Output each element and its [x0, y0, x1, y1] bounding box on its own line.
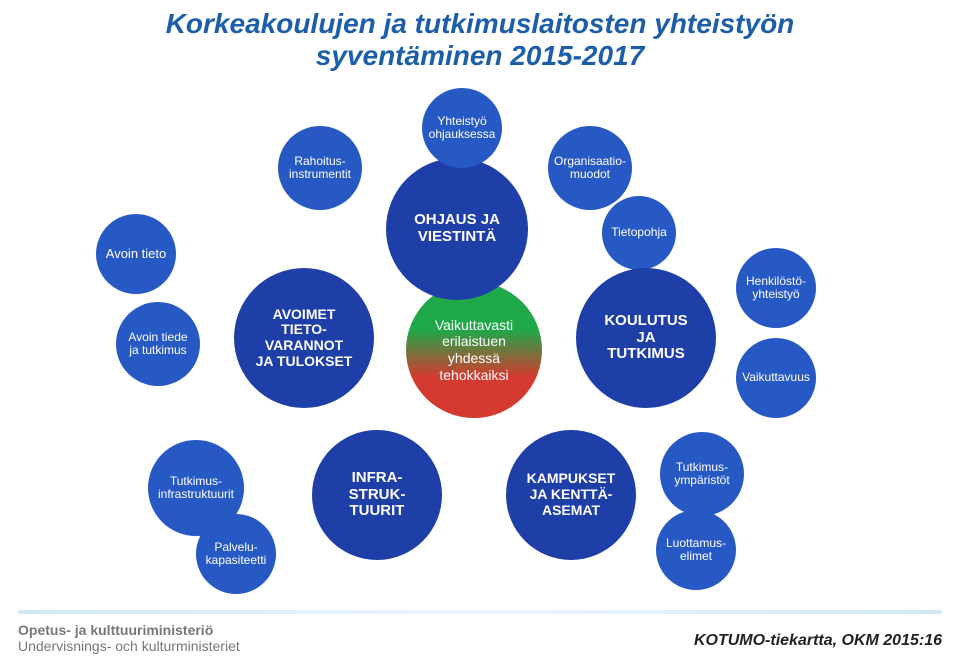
bubble-avoin-tiede: Avoin tiedeja tutkimus — [116, 302, 200, 386]
footer-divider — [18, 610, 942, 614]
bubble-avoin-tieto: Avoin tieto — [96, 214, 176, 294]
slide-title: Korkeakoulujen ja tutkimuslaitosten yhte… — [0, 8, 960, 72]
bubble-henkilostoyhteistyo: Henkilöstö-yhteistyö — [736, 248, 816, 328]
bubble-kampukset: KAMPUKSETJA KENTTÄ-ASEMAT — [506, 430, 636, 560]
bubble-rahoitus-instrumentit: Rahoitus-instrumentit — [278, 126, 362, 210]
bubble-tietopohja: Tietopohja — [602, 196, 676, 270]
bubble-yhteistyo-ohjauksessa: Yhteistyöohjauksessa — [422, 88, 502, 168]
ministry-block: Opetus- ja kulttuuriministeriö Undervisn… — [18, 622, 240, 654]
bubble-vaikuttavuus: Vaikuttavuus — [736, 338, 816, 418]
bubble-avoimet-tietovarannot: AVOIMETTIETO-VARANNOTJA TULOKSET — [234, 268, 374, 408]
center-circle: Vaikuttavastierilaistuenyhdessätehokkaik… — [406, 282, 542, 418]
bubble-ohjaus-viestinta: OHJAUS JAVIESTINTÄ — [386, 158, 528, 300]
ministry-sv: Undervisnings- och kulturministeriet — [18, 638, 240, 654]
footer: Opetus- ja kulttuuriministeriö Undervisn… — [0, 600, 960, 662]
title-line2: syventäminen 2015-2017 — [0, 40, 960, 72]
title-line1: Korkeakoulujen ja tutkimuslaitosten yhte… — [0, 8, 960, 40]
bubble-koulutus-tutkimus: KOULUTUSJATUTKIMUS — [576, 268, 716, 408]
bubble-organisaatiomuodot: Organisaatio-muodot — [548, 126, 632, 210]
footer-source: KOTUMO-tiekartta, OKM 2015:16 — [694, 632, 942, 650]
ministry-fi: Opetus- ja kulttuuriministeriö — [18, 622, 240, 638]
bubble-infrastruktuurit: INFRA-STRUK-TUURIT — [312, 430, 442, 560]
bubble-palvelukapasiteetti: Palvelu-kapasiteetti — [196, 514, 276, 594]
bubble-tutkimusymparistot: Tutkimus-ympäristöt — [660, 432, 744, 516]
bubble-luottamuselimet: Luottamus-elimet — [656, 510, 736, 590]
